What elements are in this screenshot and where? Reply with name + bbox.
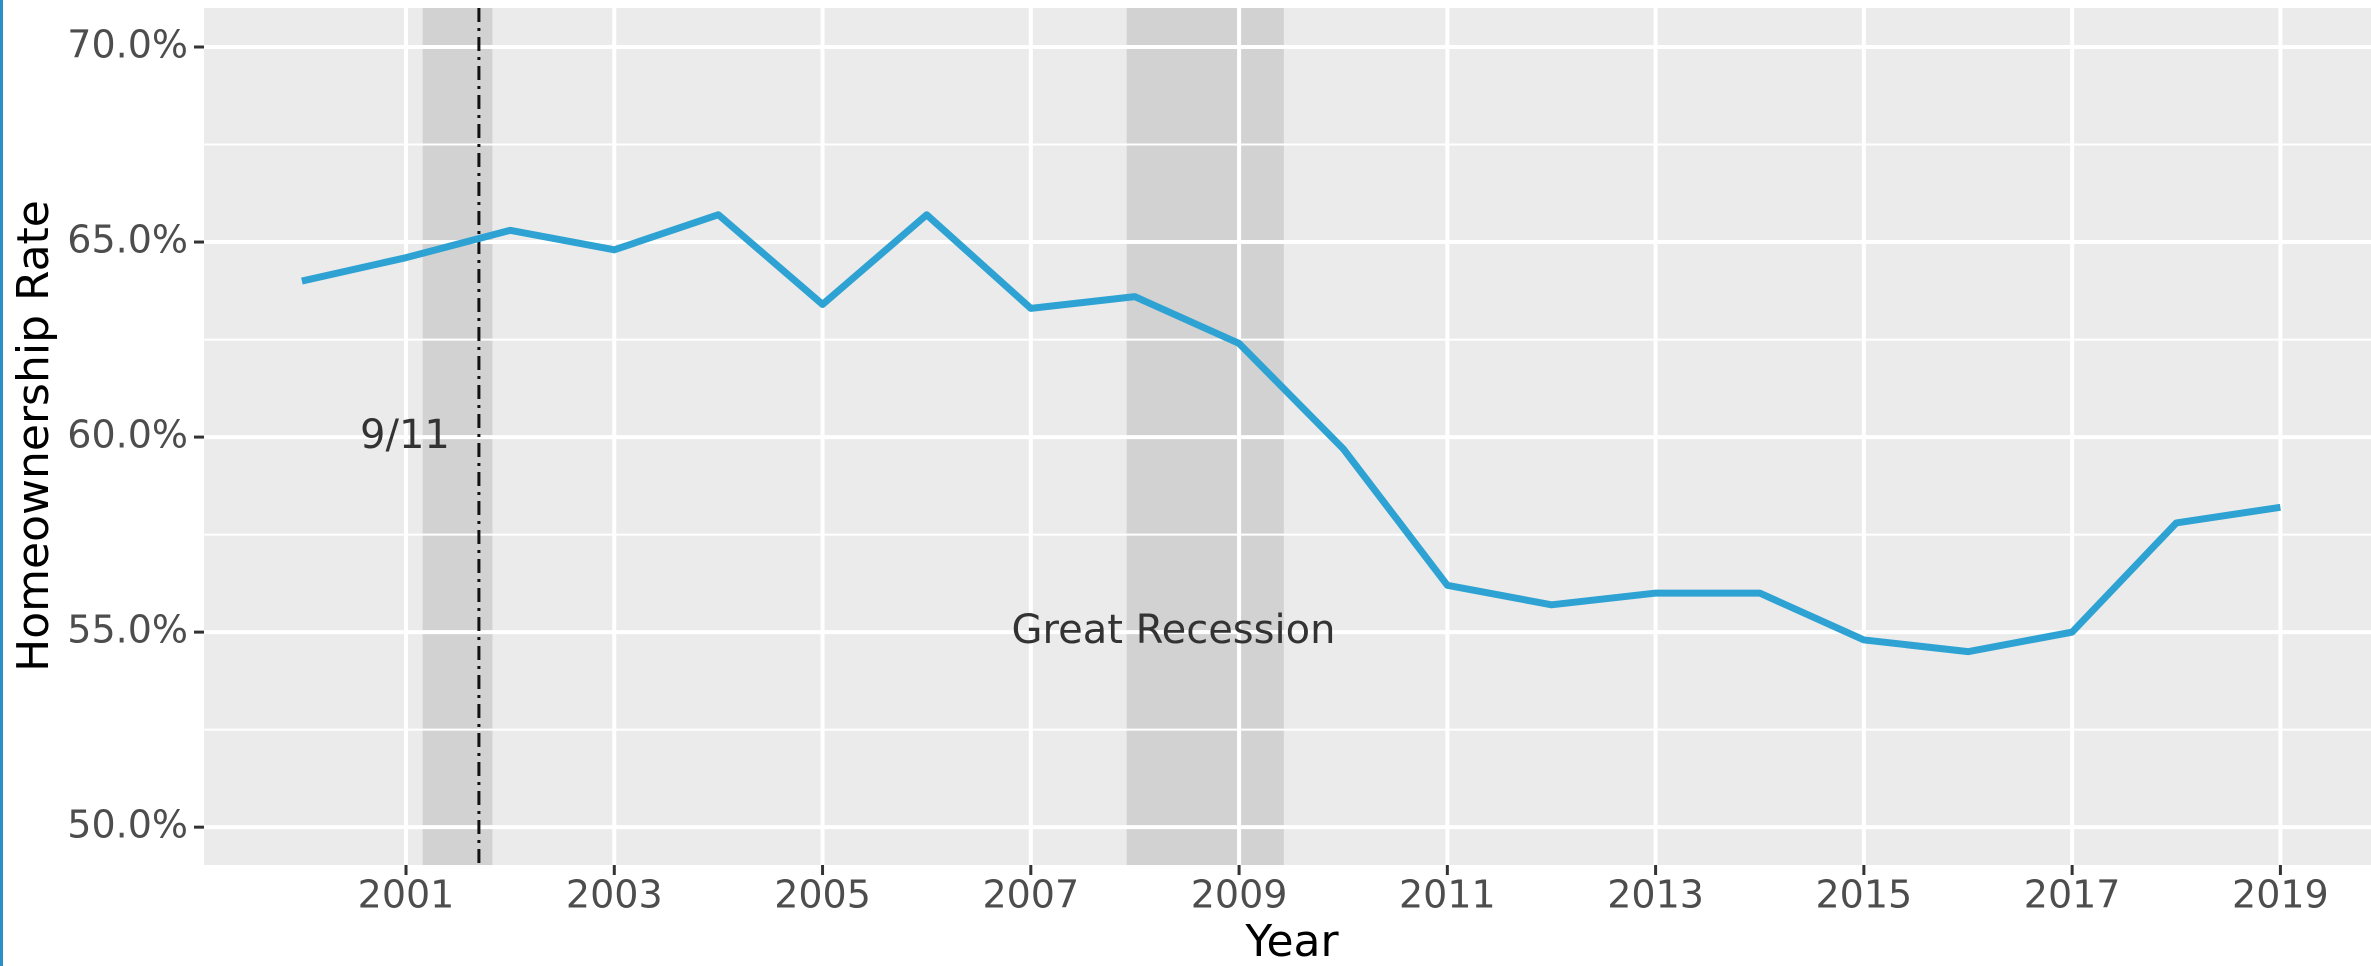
y-tick-label: 60.0% [67,413,188,457]
x-tick-label: 2011 [1399,873,1496,917]
x-tick-label: 2007 [982,873,1079,917]
y-tick-label: 55.0% [67,608,188,652]
x-tick-label: 2001 [358,873,455,917]
x-tick-label: 2013 [1607,873,1704,917]
data-line [301,211,2281,656]
x-tick-label: 2015 [1816,873,1913,917]
x-tick-label: 2003 [566,873,663,917]
y-tick-label: 70.0% [67,23,188,67]
x-tick-label: 2017 [2024,873,2121,917]
y-tick-label: 50.0% [67,803,188,847]
x-tick-label: 2009 [1191,873,1288,917]
annotation: 9/11 [360,412,450,458]
left-border [0,0,3,966]
annotation: Great Recession [1012,607,1336,653]
x-axis-title: Year [1244,916,1339,966]
x-tick-label: 2005 [774,873,871,917]
y-tick-label: 65.0% [67,218,188,262]
y-axis-title: Homeownership Rate [8,200,59,672]
x-tick-label: 2019 [2232,873,2329,917]
